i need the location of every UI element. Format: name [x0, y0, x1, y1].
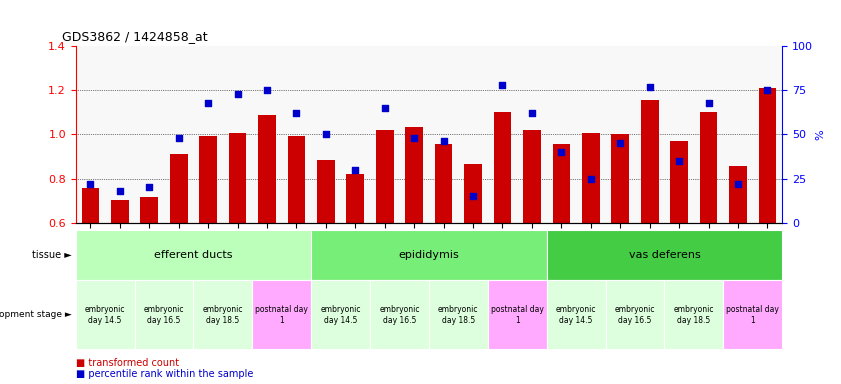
Bar [523, 130, 541, 223]
Point [614, 140, 627, 146]
Bar [582, 133, 600, 223]
Bar [258, 114, 276, 223]
Bar [641, 100, 659, 223]
Bar [288, 136, 305, 223]
Text: GDS3862 / 1424858_at: GDS3862 / 1424858_at [61, 30, 207, 43]
Point [83, 181, 97, 187]
Point [437, 138, 451, 144]
Point [732, 181, 745, 187]
Point [407, 135, 420, 141]
Text: embryonic
day 18.5: embryonic day 18.5 [674, 305, 714, 324]
Bar [405, 127, 423, 223]
Point [495, 82, 509, 88]
Point [643, 84, 657, 90]
Bar [700, 112, 717, 223]
Text: embryonic
day 14.5: embryonic day 14.5 [320, 305, 361, 324]
Point [378, 105, 391, 111]
Bar [317, 160, 335, 223]
Bar [199, 136, 217, 223]
Point [525, 110, 538, 116]
Text: embryonic
day 18.5: embryonic day 18.5 [438, 305, 479, 324]
Point [673, 158, 686, 164]
Bar [229, 133, 246, 223]
Point [348, 167, 362, 173]
Text: embryonic
day 16.5: embryonic day 16.5 [144, 305, 184, 324]
Bar [170, 154, 188, 223]
Point [113, 188, 126, 194]
Point [584, 175, 597, 182]
Bar [464, 164, 482, 223]
Point [761, 87, 775, 93]
Point [142, 184, 156, 190]
Text: development stage ►: development stage ► [0, 310, 71, 319]
Point [701, 99, 715, 106]
Bar [435, 144, 452, 223]
Text: postnatal day
1: postnatal day 1 [727, 305, 779, 324]
Text: efferent ducts: efferent ducts [154, 250, 233, 260]
Text: embryonic
day 14.5: embryonic day 14.5 [85, 305, 125, 324]
Bar [346, 174, 364, 223]
Bar [611, 134, 629, 223]
Bar [376, 130, 394, 223]
Text: embryonic
day 16.5: embryonic day 16.5 [379, 305, 420, 324]
Text: postnatal day
1: postnatal day 1 [256, 305, 308, 324]
Point [260, 87, 273, 93]
Point [172, 135, 185, 141]
Text: tissue ►: tissue ► [32, 250, 71, 260]
Point [201, 99, 214, 106]
Bar [759, 88, 776, 223]
Text: epididymis: epididymis [399, 250, 459, 260]
Bar [111, 200, 129, 223]
Point [230, 91, 244, 97]
Text: ■ transformed count: ■ transformed count [76, 358, 179, 368]
Text: vas deferens: vas deferens [628, 250, 701, 260]
Text: embryonic
day 18.5: embryonic day 18.5 [203, 305, 243, 324]
Point [319, 131, 332, 137]
Bar [729, 166, 747, 223]
Point [555, 149, 569, 155]
Y-axis label: %: % [816, 129, 826, 140]
Bar [494, 112, 511, 223]
Text: embryonic
day 16.5: embryonic day 16.5 [615, 305, 655, 324]
Bar [670, 141, 688, 223]
Text: ■ percentile rank within the sample: ■ percentile rank within the sample [76, 369, 253, 379]
Bar [82, 189, 99, 223]
Point [289, 110, 303, 116]
Text: embryonic
day 14.5: embryonic day 14.5 [556, 305, 596, 324]
Bar [140, 197, 158, 223]
Point [466, 193, 479, 199]
Bar [553, 144, 570, 223]
Text: postnatal day
1: postnatal day 1 [491, 305, 543, 324]
